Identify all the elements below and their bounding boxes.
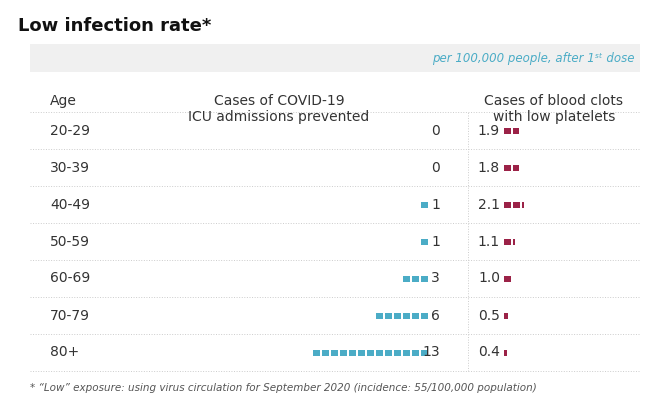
FancyBboxPatch shape [385, 349, 392, 356]
Text: 1.1: 1.1 [478, 234, 500, 248]
Text: 0.4: 0.4 [478, 346, 500, 360]
Text: 1.8: 1.8 [478, 161, 500, 175]
Text: 2.1: 2.1 [478, 197, 500, 211]
FancyBboxPatch shape [513, 201, 520, 208]
FancyBboxPatch shape [421, 276, 428, 281]
Text: 3: 3 [431, 272, 440, 286]
FancyBboxPatch shape [513, 164, 519, 171]
FancyBboxPatch shape [322, 349, 329, 356]
Text: 0: 0 [431, 161, 440, 175]
Text: 1.0: 1.0 [478, 272, 500, 286]
FancyBboxPatch shape [349, 349, 356, 356]
FancyBboxPatch shape [421, 239, 428, 244]
FancyBboxPatch shape [367, 349, 374, 356]
FancyBboxPatch shape [358, 349, 365, 356]
FancyBboxPatch shape [504, 239, 511, 244]
FancyBboxPatch shape [421, 201, 428, 208]
Text: 1: 1 [431, 197, 440, 211]
FancyBboxPatch shape [376, 312, 383, 318]
FancyBboxPatch shape [376, 349, 383, 356]
FancyBboxPatch shape [504, 201, 511, 208]
FancyBboxPatch shape [313, 349, 320, 356]
Text: * “Low” exposure: using virus circulation for September 2020 (incidence: 55/100,: * “Low” exposure: using virus circulatio… [30, 383, 537, 393]
Text: Age: Age [50, 94, 77, 108]
FancyBboxPatch shape [403, 276, 410, 281]
Text: Low infection rate*: Low infection rate* [18, 17, 211, 35]
FancyBboxPatch shape [412, 312, 419, 318]
FancyBboxPatch shape [504, 349, 507, 356]
Text: 70-79: 70-79 [50, 309, 90, 323]
Text: Cases of blood clots
with low platelets: Cases of blood clots with low platelets [485, 94, 623, 124]
FancyBboxPatch shape [394, 312, 401, 318]
Text: 0: 0 [431, 124, 440, 138]
FancyBboxPatch shape [504, 164, 511, 171]
Text: per 100,000 people, after 1ˢᵗ dose: per 100,000 people, after 1ˢᵗ dose [432, 52, 635, 65]
FancyBboxPatch shape [403, 312, 410, 318]
FancyBboxPatch shape [412, 276, 419, 281]
Text: 30-39: 30-39 [50, 161, 90, 175]
Text: 1: 1 [431, 234, 440, 248]
FancyBboxPatch shape [412, 349, 419, 356]
Text: 80+: 80+ [50, 346, 79, 360]
Text: 20-29: 20-29 [50, 124, 90, 138]
FancyBboxPatch shape [513, 127, 519, 133]
FancyBboxPatch shape [522, 201, 524, 208]
FancyBboxPatch shape [513, 239, 515, 244]
Text: 0.5: 0.5 [478, 309, 500, 323]
FancyBboxPatch shape [421, 312, 428, 318]
Text: 40-49: 40-49 [50, 197, 90, 211]
FancyBboxPatch shape [30, 44, 640, 72]
FancyBboxPatch shape [394, 349, 401, 356]
Text: 50-59: 50-59 [50, 234, 90, 248]
FancyBboxPatch shape [340, 349, 347, 356]
FancyBboxPatch shape [331, 349, 338, 356]
FancyBboxPatch shape [385, 312, 392, 318]
FancyBboxPatch shape [504, 312, 508, 318]
FancyBboxPatch shape [421, 349, 428, 356]
FancyBboxPatch shape [504, 127, 511, 133]
Text: 6: 6 [431, 309, 440, 323]
FancyBboxPatch shape [403, 349, 410, 356]
FancyBboxPatch shape [504, 276, 511, 281]
Text: 13: 13 [422, 346, 440, 360]
Text: 1.9: 1.9 [478, 124, 500, 138]
Text: Cases of COVID-19
ICU admissions prevented: Cases of COVID-19 ICU admissions prevent… [188, 94, 370, 124]
Text: 60-69: 60-69 [50, 272, 90, 286]
